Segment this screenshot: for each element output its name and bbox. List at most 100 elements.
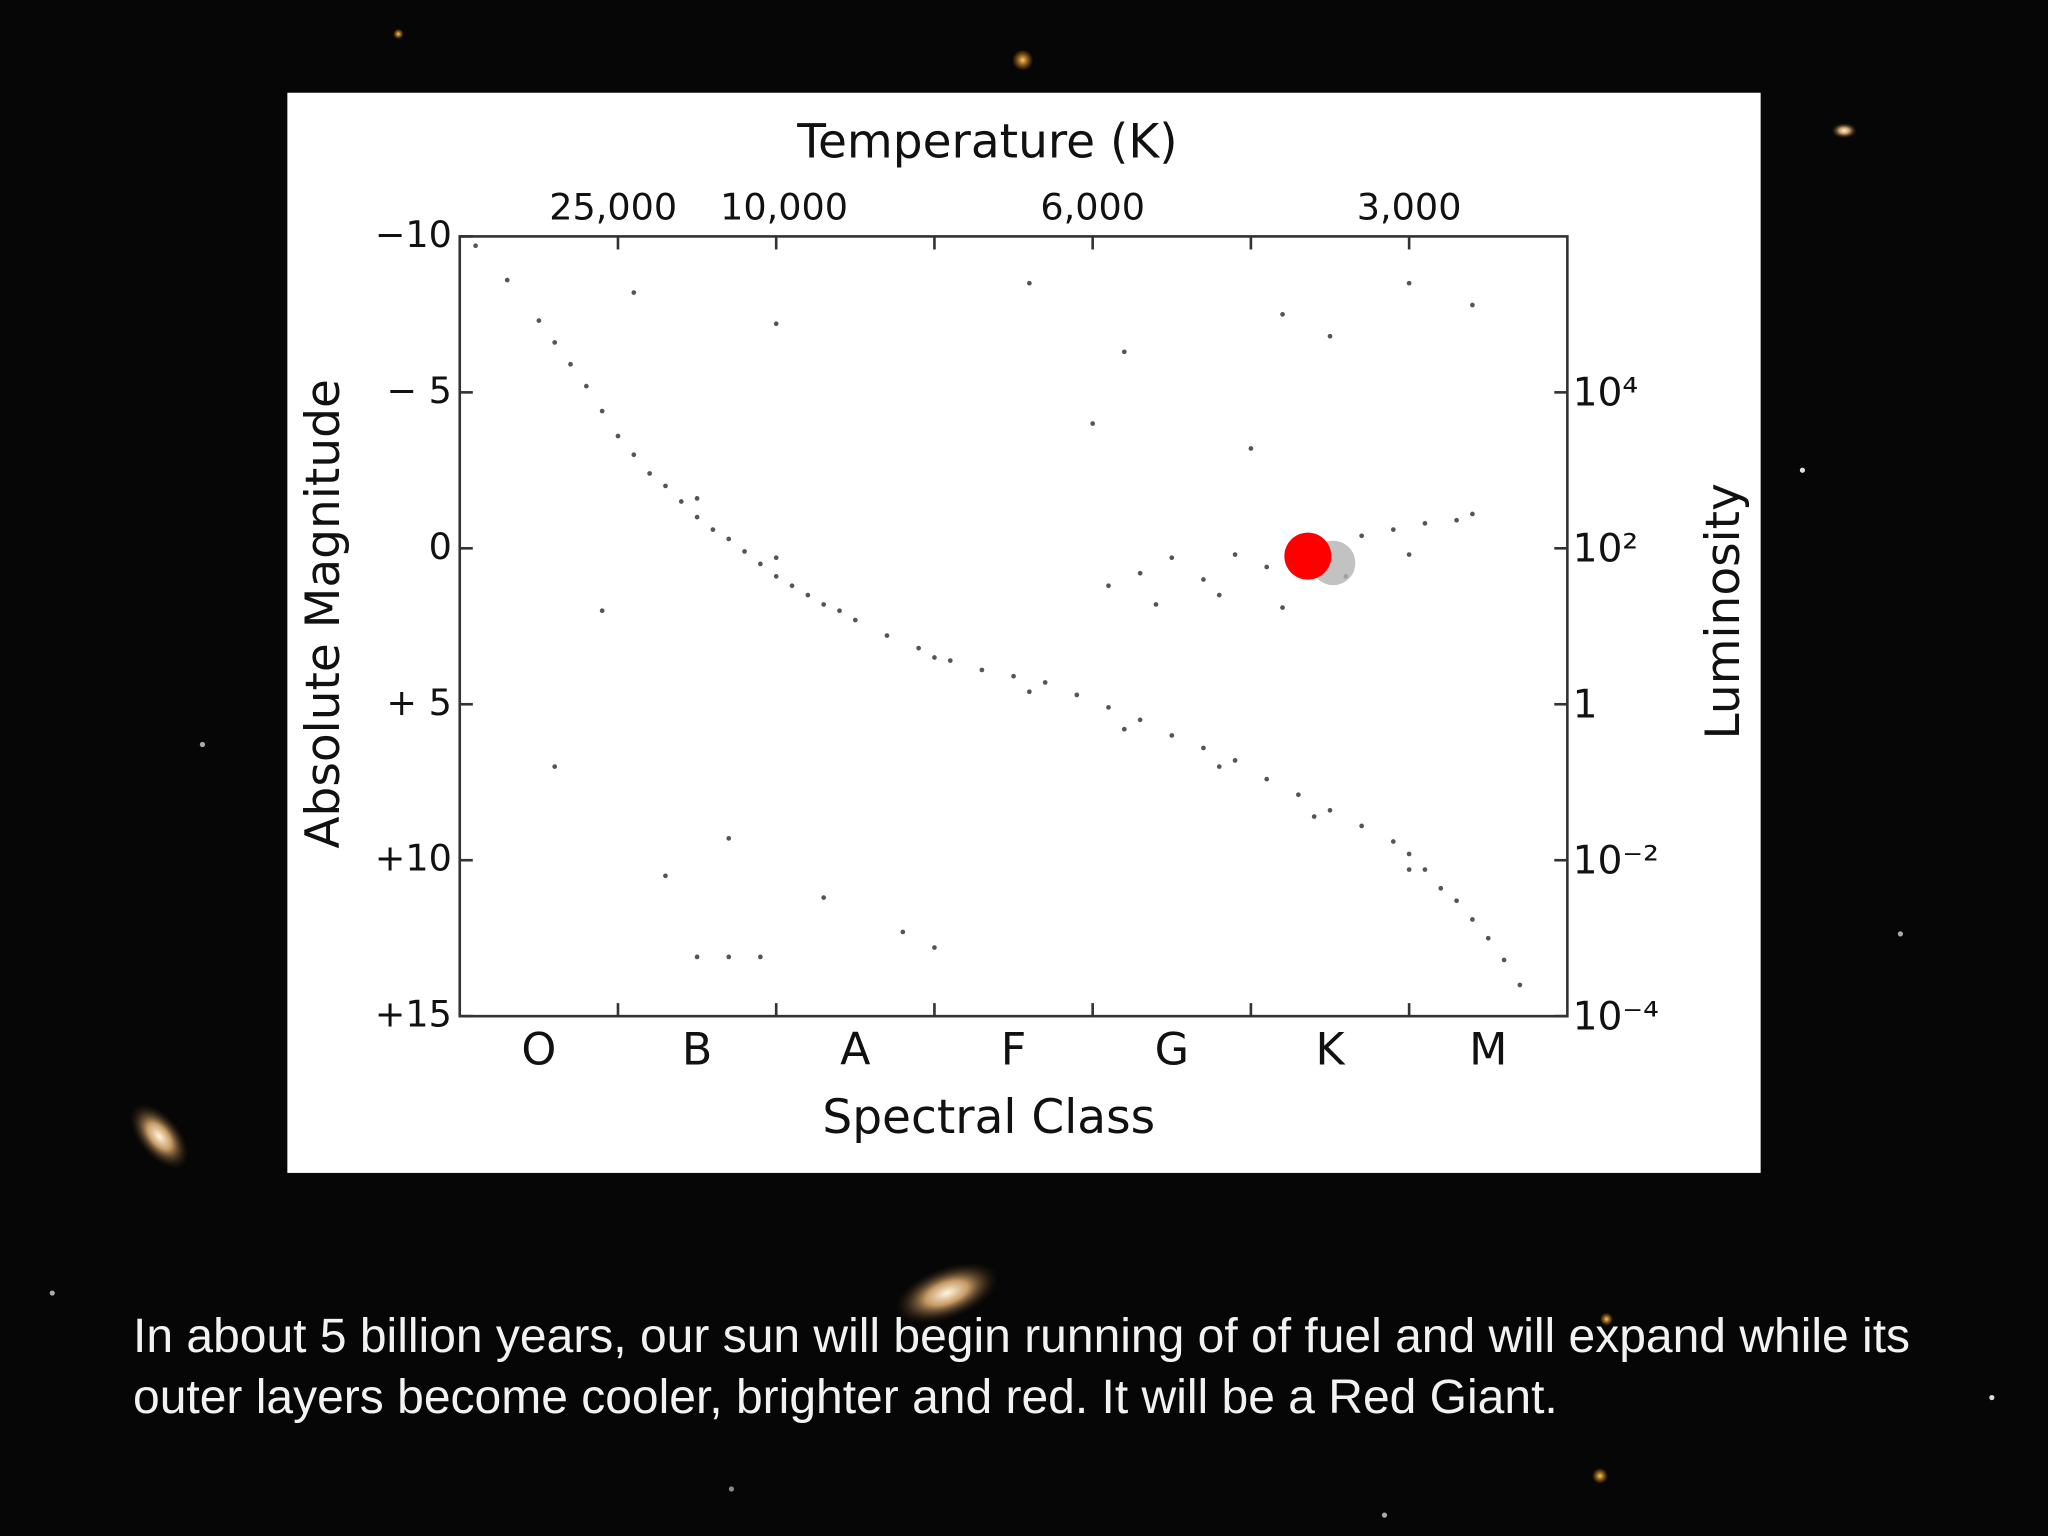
star-point: [884, 633, 890, 638]
x-tick-label: B: [682, 1025, 712, 1076]
star-point: [694, 514, 700, 520]
star-point: [1011, 673, 1016, 679]
star-point: [947, 658, 953, 663]
star-point: [1232, 552, 1238, 557]
star-point: [1406, 851, 1412, 857]
y-tick-label: − 5: [386, 369, 452, 412]
x2-tick-label: 3,000: [1357, 185, 1462, 228]
star-point: [758, 954, 763, 960]
y-tick-label: + 5: [386, 681, 452, 724]
star-point: [1106, 583, 1111, 589]
star-point: [1027, 689, 1032, 695]
star-point: [663, 873, 668, 879]
x2-tick-label: 10,000: [720, 185, 848, 228]
star-point: [932, 655, 937, 660]
star-point: [900, 929, 906, 935]
x-tick-label: A: [840, 1025, 870, 1076]
star-point: [1390, 839, 1396, 844]
star-point: [1169, 733, 1175, 738]
star-point: [1311, 814, 1317, 819]
star-point: [1359, 823, 1365, 829]
x-tick-label: G: [1155, 1025, 1189, 1076]
star-point: [1438, 885, 1444, 891]
star-point: [979, 667, 985, 673]
star-point: [932, 945, 937, 950]
star-point: [1074, 692, 1080, 698]
x2-tick-label: 6,000: [1040, 185, 1145, 228]
star-point: [631, 452, 637, 458]
x-axis-label: Spectral Class: [822, 1090, 1155, 1145]
star-point: [647, 471, 652, 476]
star-point: [504, 277, 510, 283]
space-decoration: [49, 28, 1995, 1518]
star-point: [837, 608, 842, 614]
star-point: [536, 318, 542, 323]
star-point: [1422, 521, 1428, 526]
star-point: [1232, 758, 1238, 763]
star-point: [1501, 957, 1507, 963]
star-point: [1406, 867, 1412, 872]
star-point: [1359, 533, 1365, 539]
star-point: [1248, 446, 1254, 451]
star-point: [916, 645, 921, 651]
star-point: [726, 836, 732, 841]
star-point: [710, 527, 716, 532]
y2-axis-label: Luminosity: [1696, 483, 1751, 739]
x-tick-label: M: [1469, 1025, 1507, 1076]
star-point: [552, 340, 558, 345]
y-axis-label: Absolute Magnitude: [296, 379, 351, 849]
star-point: [1201, 745, 1206, 751]
star-point: [599, 608, 605, 614]
star-point: [1042, 680, 1048, 685]
star-point: [473, 243, 478, 249]
caption: In about 5 billion years, our sun will b…: [133, 1310, 1911, 1424]
star-point: [1106, 705, 1111, 710]
star-point: [568, 361, 573, 367]
star-point: [1090, 421, 1096, 426]
star-point: [1485, 935, 1491, 941]
star-point: [1406, 552, 1412, 557]
star-point: [1327, 333, 1333, 339]
y-tick-label: +10: [375, 837, 452, 880]
star-point: [1264, 564, 1270, 570]
x-tick-label: O: [521, 1025, 556, 1076]
star-point: [694, 954, 700, 960]
star-point: [1280, 312, 1285, 317]
star-point: [1264, 776, 1270, 782]
star-point: [1470, 302, 1475, 308]
star-point: [694, 496, 700, 501]
star-point: [773, 321, 779, 327]
star-point: [1216, 592, 1222, 598]
x2-tick-label: 25,000: [549, 185, 677, 228]
star-point: [583, 383, 589, 389]
star-point: [821, 895, 827, 900]
star-point: [758, 561, 763, 567]
star-point: [726, 954, 732, 960]
y2-tick-label: 1: [1573, 682, 1598, 727]
star-point: [1027, 280, 1032, 286]
star-point: [742, 549, 747, 554]
star-point: [1390, 527, 1396, 532]
star-point: [773, 555, 779, 561]
star-point: [726, 536, 732, 542]
star-point: [805, 592, 811, 598]
y2-tick-label: 10⁻²: [1573, 838, 1659, 883]
star-point: [1406, 280, 1412, 286]
y-tick-label: −10: [375, 213, 452, 256]
y2-tick-label: 10⁻⁴: [1573, 994, 1659, 1039]
star-point: [663, 483, 668, 489]
sun-marker: [1284, 532, 1332, 580]
star-point: [552, 764, 558, 769]
star-point: [1470, 917, 1475, 922]
star-point: [852, 617, 858, 623]
y2-tick-label: 10²: [1573, 526, 1639, 571]
star-point: [599, 408, 605, 414]
chart-panel: [287, 92, 1761, 1173]
plot-frame: [458, 235, 1569, 1018]
star-point: [678, 499, 684, 504]
star-point: [1121, 349, 1127, 355]
y-tick-label: +15: [375, 993, 452, 1036]
star-point: [631, 290, 637, 295]
star-point: [789, 583, 795, 589]
